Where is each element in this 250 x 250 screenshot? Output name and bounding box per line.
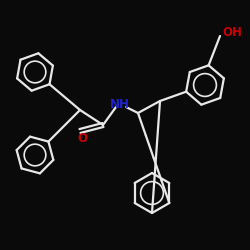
Text: O: O (77, 132, 87, 144)
Text: OH: OH (222, 26, 242, 38)
Text: NH: NH (110, 98, 130, 112)
